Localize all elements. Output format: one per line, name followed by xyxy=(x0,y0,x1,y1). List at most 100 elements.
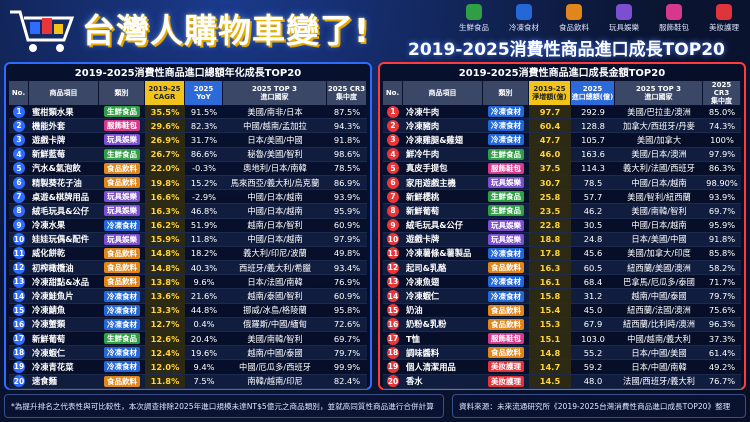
table-cell: 冷凍青花菜 xyxy=(29,360,99,375)
table-cell: 9.6% xyxy=(185,275,223,290)
table-cell: T恤 xyxy=(403,332,483,347)
table-cell: 8 xyxy=(383,204,403,219)
table-cell: 78.5 xyxy=(571,175,615,191)
category-tag: 冷凍食材 xyxy=(104,361,140,373)
subtitle: 2019-2025消費性商品進口成長TOP20 xyxy=(408,40,725,60)
table-cell: 95.9% xyxy=(327,204,367,219)
legend-label: 玩具娛樂 xyxy=(609,23,639,32)
table-cell: 68.4 xyxy=(571,275,615,290)
category-tag: 食品飲料 xyxy=(488,262,524,274)
table-cell: 97.9% xyxy=(703,147,741,162)
table-cell: 29.6% xyxy=(145,119,185,134)
rank-badge: 17 xyxy=(387,332,399,345)
table-cell: 中國/日本/越南 xyxy=(223,204,327,219)
table-cell: 食品飲料 xyxy=(99,162,145,176)
rank-badge: 3 xyxy=(13,133,25,146)
legend-label: 冷凍食材 xyxy=(509,23,539,32)
table-cell: 4 xyxy=(9,147,29,162)
legend-item: 食品飲料 xyxy=(552,4,596,33)
table: No. 商品項目 類別 2019-25 淨增額(億) 2025 進口總額(億) 2025 … xyxy=(383,81,741,389)
table-cell: 4 xyxy=(383,147,403,162)
category-tag: 冷凍食材 xyxy=(104,304,140,316)
table-cell: 冷凍食材 xyxy=(99,346,145,361)
table-cell: 服飾鞋包 xyxy=(483,162,529,176)
table-cell: 6 xyxy=(383,175,403,191)
table-cell: 真皮手提包 xyxy=(403,162,483,176)
rank-badge: 17 xyxy=(13,332,25,345)
table-cell: 13.3% xyxy=(145,303,185,318)
category-tag: 生鮮食品 xyxy=(488,191,524,203)
rank-badge: 15 xyxy=(13,304,25,317)
rank-badge: 16 xyxy=(387,318,399,331)
rank-badge: 16 xyxy=(13,318,25,331)
cart-icon xyxy=(10,10,75,52)
table-cell: 新鮮櫻桃 xyxy=(403,190,483,205)
table-cell: 中國/日本/越南 xyxy=(615,175,703,191)
table-cell: 美國/南韓/智利 xyxy=(615,204,703,219)
table-cell: 食品飲料 xyxy=(99,175,145,191)
table-cell: 娃娃玩偶&配件 xyxy=(29,232,99,247)
table-cell: 日本/美國/中國 xyxy=(223,133,327,148)
footer: *為提升排名之代表性與可比較性，本次調查排除2025年進口規模未達NT$5億元之… xyxy=(4,394,746,418)
table-cell: 鮮冷牛肉 xyxy=(403,147,483,162)
table-cell: 美妝護理 xyxy=(483,374,529,389)
table-cell: 19.6% xyxy=(185,346,223,361)
table-cell: 22.0% xyxy=(145,161,185,176)
table-cell: 西班牙/義大利/希臘 xyxy=(223,261,327,276)
table-cell: 95.8% xyxy=(327,304,367,318)
table-cell: 生鮮食品 xyxy=(483,204,529,219)
table-cell: 美國/日本/澳洲 xyxy=(615,147,703,162)
rank-badge: 20 xyxy=(13,375,25,388)
table-cell: 18.8 xyxy=(529,232,571,247)
table-cell: 18 xyxy=(383,346,403,361)
category-tag: 食品飲料 xyxy=(104,247,140,259)
table-cell: 美國/南韓/智利 xyxy=(223,332,327,347)
category-tag: 玩具娛樂 xyxy=(104,191,140,203)
table-panel: 2019-2025消費性商品進口成長金額TOP20 No. 商品項目 類別 2019-2… xyxy=(378,62,746,390)
column-header: No. xyxy=(383,81,403,105)
rank-badge: 11 xyxy=(13,247,25,260)
rank-badge: 12 xyxy=(387,261,399,274)
table-cell: 玩具娛樂 xyxy=(483,175,529,191)
table-cell: 46.2 xyxy=(571,204,615,219)
table-cell: 114.3 xyxy=(571,162,615,176)
table-cell: 食品飲料 xyxy=(483,317,529,332)
table-cell: 60.5 xyxy=(571,261,615,276)
table-cell: 20 xyxy=(383,374,403,389)
rank-badge: 4 xyxy=(387,148,399,161)
table-cell: 9 xyxy=(383,219,403,233)
table-cell: 76.9% xyxy=(327,275,367,290)
table-cell: 16.3 xyxy=(529,261,571,276)
category-tag: 玩具娛樂 xyxy=(104,233,140,245)
table-cell: 食品飲料 xyxy=(483,261,529,276)
source: 資料來源：未來流通研究所《2019-2025台灣消費性商品進口成長TOP20》整… xyxy=(452,394,746,418)
table-cell: 13 xyxy=(383,275,403,290)
rank-badge: 14 xyxy=(13,290,25,303)
category-tag: 食品飲料 xyxy=(104,262,140,274)
table-cell: 冷凍食材 xyxy=(483,119,529,134)
table-panel: 2019-2025消費性商品進口總額年化成長TOP20 No. 商品項目 類別 2019… xyxy=(4,62,372,390)
table-cell: 冷凍食材 xyxy=(483,247,529,262)
table-cell: 日本/法國/南韓 xyxy=(223,275,327,290)
table-cell: 46.8% xyxy=(185,204,223,219)
category-tag: 冷凍食材 xyxy=(488,276,524,288)
table-cell: 7 xyxy=(9,190,29,205)
table: No. 商品項目 類別 2019-25 CAGR 2025 YoY 2025 TOP 3 … xyxy=(9,81,367,389)
table-cell: 47.7 xyxy=(529,133,571,148)
table-cell: 中國/越南/義大利 xyxy=(615,332,703,347)
table-cell: 生鮮食品 xyxy=(483,147,529,162)
table-cell: 1 xyxy=(9,105,29,120)
table-cell: 128.8 xyxy=(571,119,615,134)
rank-badge: 2 xyxy=(13,119,25,132)
rank-badge: 6 xyxy=(13,176,25,189)
table-cell: 冷凍食材 xyxy=(99,289,145,304)
table-cell: 冷凍鯖魚 xyxy=(29,304,99,318)
category-tag: 玩具娛樂 xyxy=(488,233,524,245)
table-cell: 26.7% xyxy=(145,147,185,162)
table-cell: 新鮮葡萄 xyxy=(403,204,483,219)
table-cell: 22.8 xyxy=(529,218,571,233)
table-cell: 57.7 xyxy=(571,190,615,205)
table-cell: 58.2% xyxy=(703,261,741,276)
category-tag: 服飾鞋包 xyxy=(488,162,524,174)
column-header: 2019-25 淨增額(億) xyxy=(529,81,571,105)
